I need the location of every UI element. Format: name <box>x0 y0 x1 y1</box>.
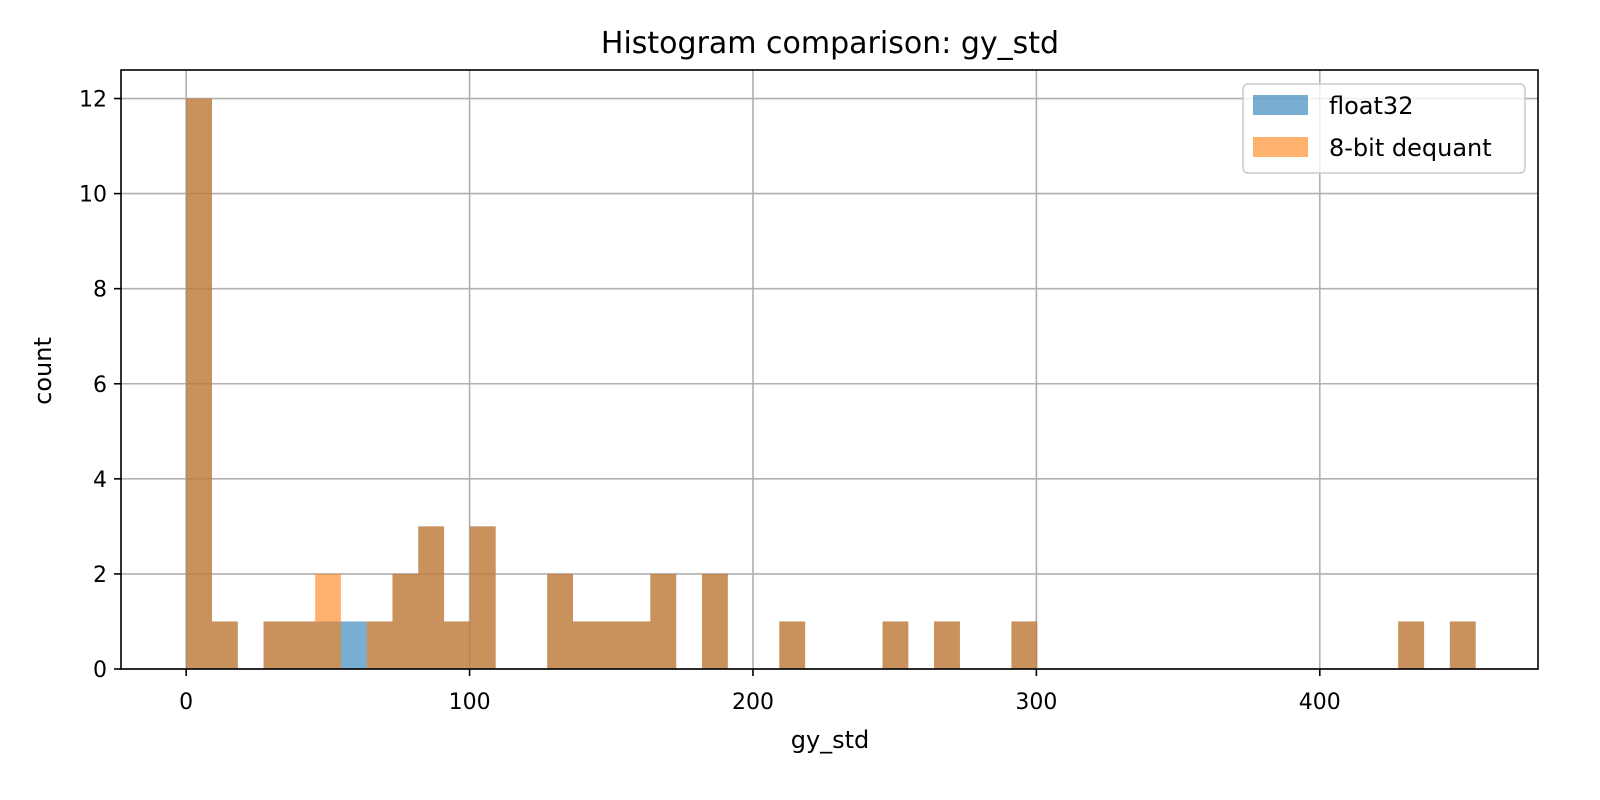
histogram-bar-8bit-dequant <box>624 621 651 669</box>
legend-swatch-8bit-dequant <box>1253 137 1308 157</box>
histogram-bar-8bit-dequant <box>779 621 806 669</box>
x-axis-label: gy_std <box>791 726 870 754</box>
x-tick-label: 100 <box>449 690 491 715</box>
y-axis-label: count <box>29 337 57 405</box>
histogram-bar-8bit-dequant <box>650 573 677 669</box>
x-tick-label: 300 <box>1015 690 1057 715</box>
chart-title: Histogram comparison: gy_std <box>601 26 1059 61</box>
y-tick-label: 10 <box>79 183 107 208</box>
y-tick-label: 6 <box>93 373 107 398</box>
y-tick-label: 0 <box>93 658 107 683</box>
histogram-bar-8bit-dequant <box>598 621 625 669</box>
plot-frame <box>120 69 1539 670</box>
x-tick-label: 200 <box>732 690 774 715</box>
legend-box <box>1242 83 1526 174</box>
histogram-bar-8bit-dequant <box>882 621 909 669</box>
y-tick-label: 2 <box>93 563 107 588</box>
histogram-bar-8bit-dequant <box>392 573 419 669</box>
histogram-bar-8bit-dequant <box>366 621 393 669</box>
legend-label-8bit-dequant: 8-bit dequant <box>1329 134 1492 162</box>
histogram-bar-8bit-dequant <box>934 621 960 669</box>
histogram-bar-8bit-dequant <box>1449 621 1476 669</box>
histogram-bar-8bit-dequant <box>469 526 496 669</box>
histogram-bar-8bit-dequant <box>186 98 212 670</box>
legend-label-float32: float32 <box>1329 92 1413 120</box>
histogram-bar-8bit-dequant <box>263 621 290 669</box>
histogram-bar-8bit-dequant <box>211 621 238 669</box>
histogram-bar-float32 <box>340 621 367 669</box>
legend: float32 8-bit dequant <box>1242 83 1526 174</box>
histogram-bar-8bit-dequant <box>315 573 341 669</box>
histogram-bar-8bit-dequant <box>418 526 445 669</box>
x-tick-label: 400 <box>1299 690 1341 715</box>
histogram-bar-8bit-dequant <box>573 621 599 669</box>
y-tick-label: 8 <box>93 278 107 303</box>
histogram-bar-8bit-dequant <box>1011 621 1038 669</box>
y-tick-label: 12 <box>79 88 107 113</box>
histogram-bar-8bit-dequant <box>444 621 470 669</box>
y-tick-label: 4 <box>93 468 107 493</box>
histogram-bar-8bit-dequant <box>1398 621 1425 669</box>
legend-swatch-float32 <box>1253 95 1308 115</box>
histogram-bars <box>186 98 1476 670</box>
histogram-bar-8bit-dequant <box>289 621 316 669</box>
x-tick-label: 0 <box>179 690 193 715</box>
grid-lines <box>121 70 1538 670</box>
histogram-bar-8bit-dequant <box>547 573 574 669</box>
axis-ticks: 0 100 200 300 400 0 2 4 6 8 10 12 <box>79 88 1341 715</box>
histogram-bar-8bit-dequant <box>701 573 728 669</box>
